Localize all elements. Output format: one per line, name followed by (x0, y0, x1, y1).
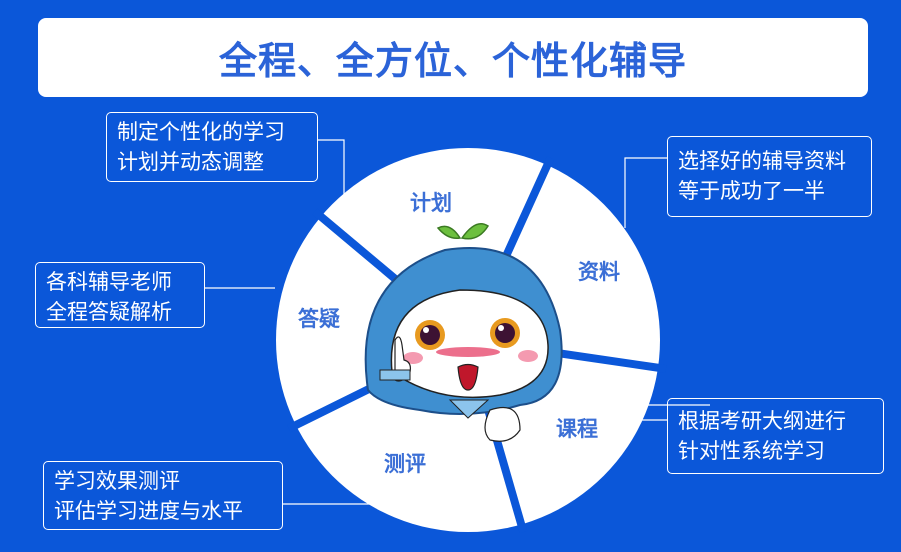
callout-line: 全程答疑解析 (46, 300, 172, 324)
callout-line: 学习效果测评 (54, 469, 180, 493)
segment-assessment: 测评 (384, 452, 426, 476)
callout-line: 制定个性化的学习 (117, 120, 285, 144)
callout-line: 选择好的辅导资料 (678, 149, 846, 173)
connector-materials (624, 157, 667, 228)
connector-lines (205, 139, 710, 505)
segment-course: 课程 (556, 417, 598, 441)
mascot-illustration (364, 223, 563, 442)
callout-line: 针对性系统学习 (678, 439, 825, 463)
callout-qa: 各科辅导老师 全程答疑解析 (35, 262, 205, 328)
segment-materials: 资料 (578, 260, 620, 284)
segment-qa: 答疑 (298, 307, 340, 331)
callout-line: 计划并动态调整 (117, 150, 264, 174)
connector-plan (318, 139, 345, 195)
callout-line: 根据考研大纲进行 (678, 409, 846, 433)
segment-plan: 计划 (410, 191, 452, 215)
page-title: 全程、全方位、个性化辅导 (218, 39, 687, 83)
callout-assessment: 学习效果测评 评估学习进度与水平 (43, 461, 283, 530)
callout-line: 各科辅导老师 (46, 270, 172, 294)
callout-line: 评估学习进度与水平 (54, 499, 243, 523)
callout-course: 根据考研大纲进行 针对性系统学习 (667, 398, 884, 474)
callout-plan: 制定个性化的学习 计划并动态调整 (106, 112, 318, 182)
title-banner: 全程、全方位、个性化辅导 (38, 18, 868, 97)
callout-materials: 选择好的辅导资料 等于成功了一半 (667, 136, 872, 217)
callout-line: 等于成功了一半 (678, 179, 825, 203)
